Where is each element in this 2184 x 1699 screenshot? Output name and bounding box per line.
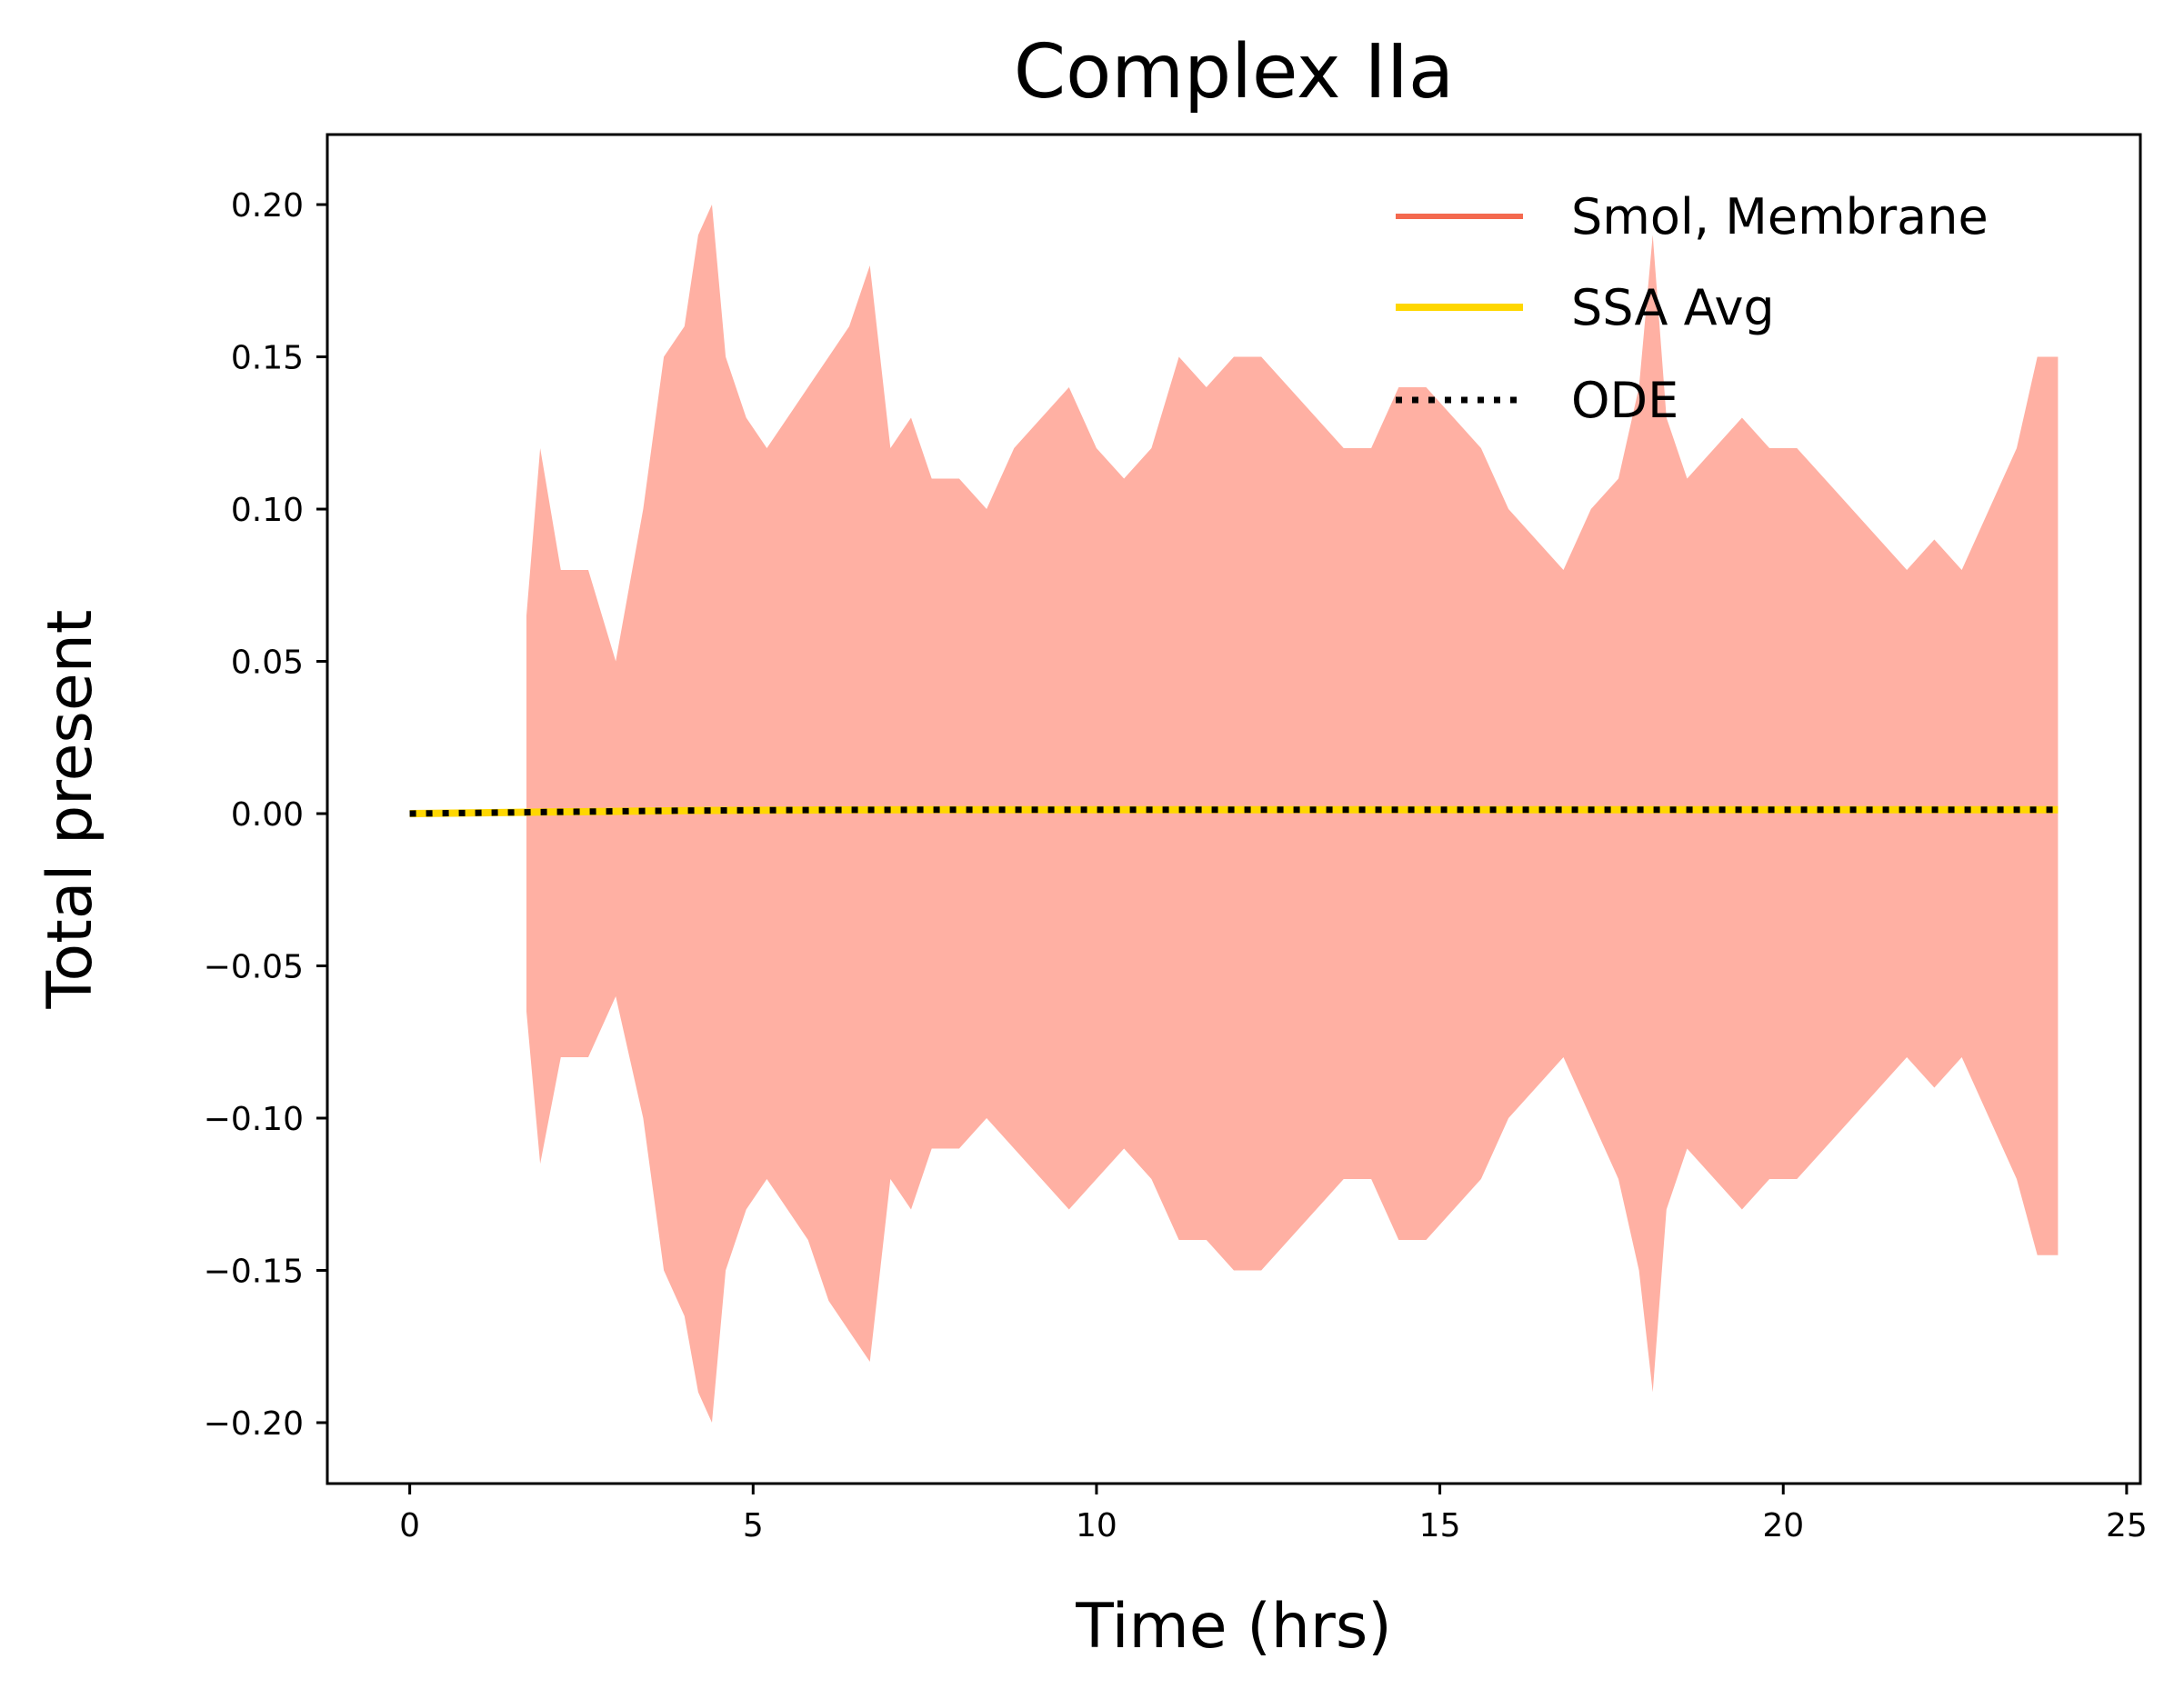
y-axis: 0.20 0.15 0.10 0.05 0.00 −0.05 −0.10 −0.15 −0.20	[204, 187, 327, 1443]
x-tick-label: 10	[1076, 1507, 1117, 1544]
series-ode-line	[409, 806, 2059, 817]
series-smol-membrane-band	[526, 205, 2059, 1423]
x-tick-label: 25	[2106, 1507, 2148, 1544]
legend-label-1: SSA Avg	[1571, 279, 1775, 336]
y-tick-label: −0.10	[204, 1101, 304, 1138]
x-axis-label: Time (hrs)	[1075, 1591, 1392, 1663]
x-axis: 0 5 10 15 20 25	[399, 1484, 2148, 1544]
x-tick-label: 0	[399, 1507, 420, 1544]
x-tick-label: 5	[743, 1507, 764, 1544]
y-tick-label: −0.05	[204, 949, 304, 986]
legend: Smol, Membrane SSA Avg ODE	[1396, 188, 1989, 429]
x-tick-label: 15	[1419, 1507, 1461, 1544]
y-tick-label: 0.00	[231, 796, 304, 834]
legend-label-2: ODE	[1571, 372, 1678, 429]
x-tick-label: 20	[1762, 1507, 1804, 1544]
plot-frame	[326, 133, 2142, 1485]
y-axis-label: Total present	[35, 610, 106, 1010]
y-tick-label: 0.10	[231, 492, 304, 529]
y-tick-label: −0.20	[204, 1405, 304, 1443]
legend-label-0: Smol, Membrane	[1571, 188, 1989, 245]
y-tick-label: 0.15	[231, 340, 304, 377]
plot-area	[409, 205, 2059, 1423]
y-tick-label: 0.20	[231, 187, 304, 225]
y-tick-label: −0.15	[204, 1254, 304, 1291]
chart-title: Complex IIa	[1014, 29, 1454, 115]
y-tick-label: 0.05	[231, 645, 304, 682]
